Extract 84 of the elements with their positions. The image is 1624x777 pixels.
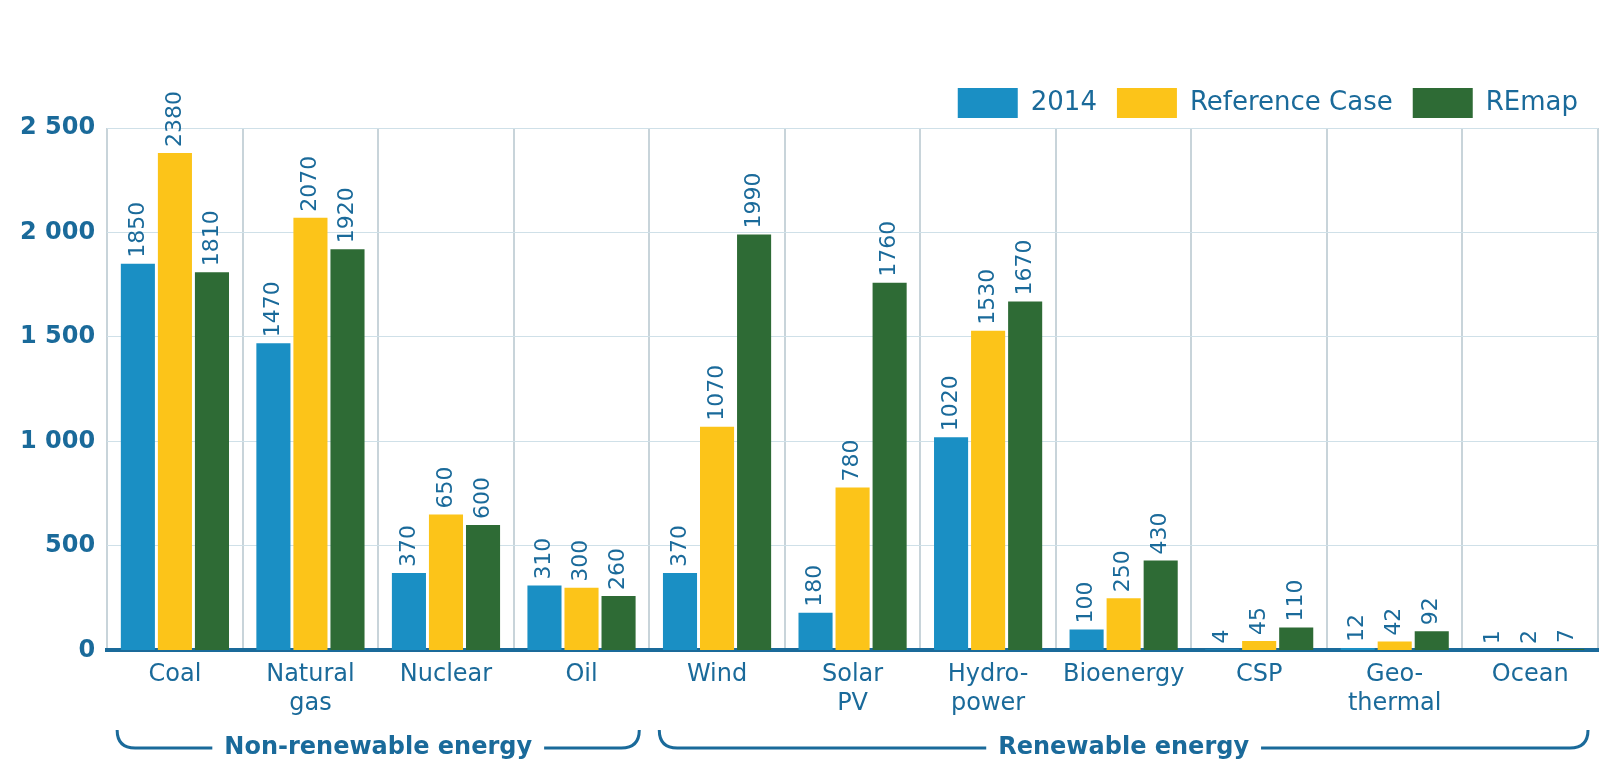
data-label: 2380: [160, 91, 186, 148]
data-label: 7: [1553, 628, 1578, 643]
data-label: 1850: [123, 201, 149, 258]
bar: [564, 587, 599, 650]
bar: [971, 330, 1006, 650]
x-tick-label: Coal: [148, 659, 202, 688]
bar: [465, 525, 501, 650]
data-label: 1: [1478, 630, 1504, 645]
data-label: 1990: [739, 172, 765, 229]
data-label: 430: [1146, 512, 1172, 555]
bar: [1069, 629, 1104, 650]
bar: [662, 573, 698, 650]
bar: [391, 573, 426, 650]
bar: [330, 249, 365, 650]
bar: [120, 263, 155, 650]
legend-label: Reference Case: [1189, 85, 1393, 116]
bar: [700, 426, 735, 650]
bar: [1340, 647, 1375, 650]
data-label: 1810: [197, 210, 223, 267]
data-label: 300: [567, 539, 593, 582]
y-tick-label: 500: [45, 530, 96, 559]
bar: [293, 217, 328, 650]
x-tick-label: CSP: [1235, 659, 1283, 688]
text: Renewable energy: [998, 732, 1250, 761]
data-label: 1470: [259, 281, 285, 338]
data-label: 12: [1343, 613, 1369, 642]
data-label: 110: [1281, 579, 1307, 622]
bar: [1242, 641, 1277, 650]
bar: [1143, 560, 1178, 650]
data-label: 100: [1072, 581, 1098, 624]
data-label: 2070: [296, 155, 322, 212]
bar: [737, 234, 772, 650]
y-tick-label: 1 500: [20, 321, 96, 350]
data-label: 1670: [1010, 239, 1036, 296]
x-tick-label: Solar PV: [821, 659, 884, 716]
data-label: 250: [1109, 550, 1135, 593]
bar: [194, 272, 229, 650]
data-label: 1760: [875, 220, 901, 277]
data-label: 180: [801, 564, 827, 607]
x-tick-label: Wind: [686, 659, 748, 688]
x-tick-label: Ocean: [1491, 659, 1569, 688]
data-label: 2: [1515, 629, 1541, 644]
data-label: 1920: [333, 187, 359, 244]
bar: [872, 282, 907, 650]
bar: [835, 487, 870, 650]
bar: [157, 153, 192, 650]
data-label: 650: [431, 466, 457, 509]
data-label: 4: [1207, 629, 1233, 644]
data-label: 1070: [702, 364, 728, 421]
data-label: 42: [1380, 607, 1406, 636]
bar: [256, 343, 291, 650]
bar: [1008, 301, 1043, 650]
x-tick-label: Natural gas: [266, 659, 355, 716]
data-label: 600: [468, 477, 494, 520]
text: Non-renewable energy: [224, 732, 533, 761]
y-tick-label: 2 000: [20, 216, 96, 245]
x-tick-label: Geo-thermal: [1347, 659, 1442, 716]
x-tick-label: Nuclear: [399, 659, 493, 688]
bar: [1279, 627, 1314, 650]
x-tick-label: Oil: [565, 659, 598, 688]
data-label: 260: [604, 548, 630, 591]
bar: [1377, 641, 1412, 650]
bar: [527, 585, 562, 650]
data-label: 370: [665, 525, 691, 568]
bar: [601, 596, 636, 650]
x-tick-label: Hydro-power: [947, 659, 1029, 716]
data-label: 92: [1417, 597, 1443, 626]
legend-label: 2014: [1030, 85, 1097, 116]
bar: [1414, 631, 1449, 650]
y-tick-label: 0: [78, 634, 96, 663]
bar: [798, 612, 833, 650]
data-label: 370: [394, 525, 420, 568]
bar: [1106, 598, 1141, 650]
y-tick-label: 1 000: [20, 425, 96, 454]
data-label: 45: [1244, 607, 1270, 635]
bar: [934, 437, 969, 650]
data-label: 1020: [936, 375, 962, 432]
data-label: 310: [530, 537, 556, 580]
x-tick-label: Bioenergy: [1062, 659, 1185, 688]
y-tick-label: 2 500: [20, 112, 96, 141]
data-label: 1530: [973, 268, 999, 325]
legend-label: REmap: [1485, 85, 1579, 116]
bar: [428, 514, 464, 650]
data-label: 780: [838, 439, 864, 482]
